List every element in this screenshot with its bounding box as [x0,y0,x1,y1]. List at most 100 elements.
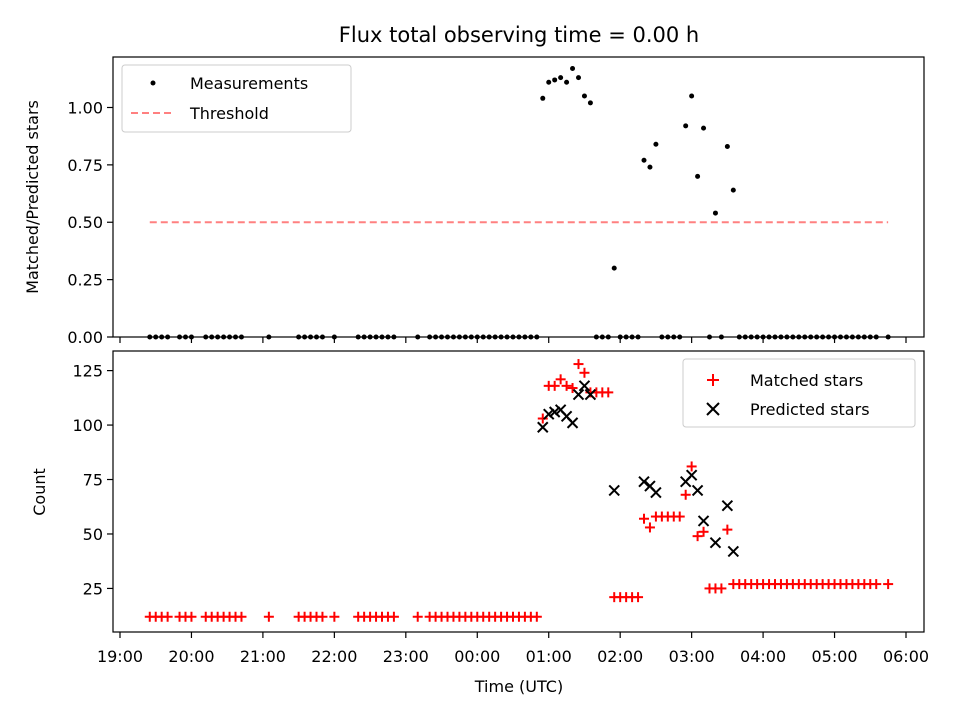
x-tick-label: 22:00 [311,647,357,666]
measurement-point [581,93,587,99]
matched-star-point [680,489,691,500]
matched-star-point [388,611,399,622]
top-y-tick-label: 0.50 [67,213,103,232]
x-tick-label: 20:00 [168,647,214,666]
measurement-point [724,144,730,150]
predicted-star-point [572,388,585,401]
top-x-tick-marks [119,337,907,343]
bottom-y-tick-label: 25 [83,579,103,598]
x-axis-label: Time (UTC) [474,677,563,696]
x-tick-label: 19:00 [97,647,143,666]
matched-star-point [573,359,584,370]
matched-star-point [639,513,649,524]
bottom-y-axis-label: Count [30,468,49,516]
predicted-x-b [560,410,573,423]
top-y-axis: 0.00 0.25 0.50 0.75 1.00 [67,98,113,347]
legend-threshold-label: Threshold [189,104,269,123]
predicted-star-point [543,408,555,420]
bottom-axes-frame [112,350,925,633]
bottom-marks [144,359,894,622]
predicted-x-b [537,421,549,433]
matched-star-point [692,531,703,542]
measurement-point [552,77,558,83]
measurement-point [576,75,581,81]
measurement-point [558,75,564,81]
measurement-point [683,123,689,129]
legend-measurements-marker [150,80,156,86]
measurement-point [712,210,718,216]
measurement-point [587,100,593,106]
predicted-star-point [685,469,698,481]
legend-matched-marker [707,374,719,386]
predicted-x-b [727,545,740,558]
bottom-y-axis: 25 50 75 100 125 [72,362,113,598]
bottom-y-tick-label: 75 [83,471,103,490]
x-tick-label: 01:00 [526,647,572,666]
matched-star-point [698,526,709,537]
measurement-point [647,164,653,170]
predicted-x-b [554,404,567,416]
top-legend: Measurements Threshold [121,64,352,133]
matched-star-point [644,522,655,533]
matched-star-point [561,380,572,391]
matched-star-point [686,461,697,472]
matched-star-point [716,583,727,594]
x-tick-label: 02:00 [597,647,643,666]
predicted-star-point [709,536,722,549]
bottom-y-tick-label: 125 [72,362,103,381]
measurement-point [653,141,659,147]
x-tick-label: 00:00 [454,647,500,666]
matched-star-point [317,611,328,622]
top-panel: 0.00 0.25 0.50 0.75 1.00 Matched/Predicted s… [23,56,925,347]
matched-star-point [162,611,173,622]
top-marks [147,65,891,340]
measurement-point [730,187,736,193]
bottom-y-tick-label: 50 [83,525,103,544]
legend-matched-label: Matched stars [750,371,863,390]
predicted-x-b [566,417,579,429]
x-tick-label: 23:00 [383,647,429,666]
bottom-x-axis: 19:00 20:00 21:00 22:00 23:00 00:00 01:00 02:00… [97,632,929,666]
matched-star-point [579,367,590,378]
matched-star-point [883,579,894,590]
predicted-x-b [697,515,710,527]
measurement-point [611,265,617,271]
bottom-y-tick-label: 100 [72,416,103,435]
predicted-star-point [650,486,662,499]
measurement-point [570,65,576,71]
x-tick-label: 03:00 [669,647,715,666]
top-y-tick-label: 1.00 [67,98,103,117]
matched-star-point [722,524,733,535]
matched-star-point [329,611,340,622]
x-tick-label: 21:00 [240,647,286,666]
predicted-star-point [697,515,710,527]
legend-predicted-marker [706,402,720,416]
top-y-tick-label: 0.25 [67,271,103,290]
predicted-star-point [548,406,561,418]
matched-star-point [567,383,578,394]
measurement-point [540,95,546,101]
x-tick-label: 05:00 [811,647,857,666]
matched-star-point [236,611,247,622]
chart-title: Flux total observing time = 0.00 h [339,23,699,47]
top-legend-box [121,64,352,133]
measurement-point [701,125,707,131]
predicted-x-b [543,408,555,420]
top-axes-frame [112,56,925,338]
predicted-star-point [537,421,549,433]
predicted-star-point [727,545,740,558]
matched-star-point [555,374,566,385]
legend-measurements-label: Measurements [190,74,308,93]
bottom-panel: 25 50 75 100 125 19:00 20:00 21:00 22:00 23:00 00… [30,350,929,696]
predicted-star-point [721,499,734,512]
measurement-point [641,157,647,163]
top-y-axis-label: Matched/Predicted stars [23,100,42,294]
x-tick-label: 04:00 [740,647,786,666]
predicted-x-b [709,536,722,549]
matched-star-point [871,579,882,590]
predicted-x-b [650,486,662,499]
matched-star-point [263,611,274,622]
predicted-x-b [548,406,561,418]
matched-star-point [186,611,197,622]
